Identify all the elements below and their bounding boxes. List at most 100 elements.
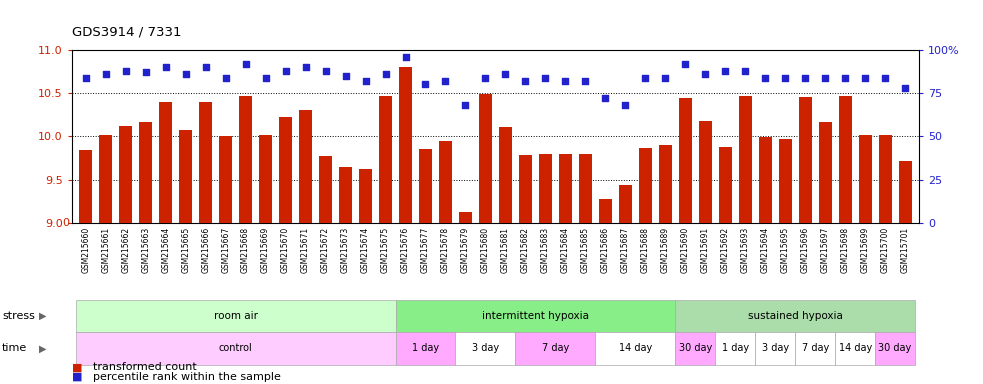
Text: GSM215668: GSM215668 [241,227,250,273]
Bar [836,332,875,365]
Point [238,61,254,67]
Bar [219,136,232,223]
Text: GSM215678: GSM215678 [441,227,450,273]
Point [278,68,294,74]
Point [817,74,833,81]
Bar [579,154,592,223]
Text: GSM215675: GSM215675 [381,227,390,273]
Text: GDS3914 / 7331: GDS3914 / 7331 [72,25,181,38]
Bar [838,96,851,223]
Bar [679,98,692,223]
Bar [755,332,795,365]
Bar [875,332,915,365]
Text: 3 day: 3 day [762,343,788,354]
Bar [119,126,132,223]
Text: ■: ■ [72,362,83,372]
Text: GSM215699: GSM215699 [861,227,870,273]
Point [458,102,474,108]
Bar [455,332,515,365]
Text: 1 day: 1 day [412,343,439,354]
Text: GSM215697: GSM215697 [821,227,830,273]
Text: GSM215679: GSM215679 [461,227,470,273]
Point [258,74,273,81]
Bar [519,156,532,223]
Text: GSM215682: GSM215682 [521,227,530,273]
Text: transformed count: transformed count [93,362,198,372]
Point [718,68,733,74]
Point [877,74,893,81]
Text: GSM215684: GSM215684 [561,227,570,273]
Text: GSM215669: GSM215669 [261,227,270,273]
Point [557,78,573,84]
Text: intermittent hypoxia: intermittent hypoxia [482,311,589,321]
Text: 30 day: 30 day [678,343,712,354]
Point [78,74,93,81]
Text: GSM215686: GSM215686 [601,227,609,273]
Text: GSM215670: GSM215670 [281,227,290,273]
Text: ▶: ▶ [39,343,47,354]
Point [198,64,213,70]
Text: percentile rank within the sample: percentile rank within the sample [93,372,281,382]
Text: 7 day: 7 day [801,343,829,354]
Point [517,78,533,84]
Bar [319,156,332,223]
Point [658,74,673,81]
Text: GSM215685: GSM215685 [581,227,590,273]
Bar [99,136,112,223]
Text: ▶: ▶ [39,311,47,321]
Text: GSM215676: GSM215676 [401,227,410,273]
Point [637,74,653,81]
Point [98,71,114,77]
Bar [499,127,512,223]
Text: 14 day: 14 day [838,343,872,354]
Point [138,70,153,76]
Bar [140,122,152,223]
Text: stress: stress [2,311,34,321]
Bar [795,332,836,365]
Text: GSM215662: GSM215662 [121,227,130,273]
Bar [260,136,272,223]
Text: GSM215681: GSM215681 [501,227,510,273]
Text: GSM215674: GSM215674 [361,227,370,273]
Bar [80,150,92,223]
Text: 1 day: 1 day [722,343,749,354]
Point [398,54,414,60]
Text: GSM215660: GSM215660 [82,227,90,273]
Text: GSM215667: GSM215667 [221,227,230,273]
Bar [379,96,392,223]
Bar [699,121,712,223]
Bar [200,102,212,223]
Point [437,78,453,84]
Text: GSM215694: GSM215694 [761,227,770,273]
Point [538,74,553,81]
Bar [898,161,911,223]
Bar [675,332,716,365]
Text: GSM215673: GSM215673 [341,227,350,273]
Text: GSM215671: GSM215671 [301,227,310,273]
Bar [716,332,755,365]
Point [178,71,194,77]
Text: time: time [2,343,28,354]
Bar [779,139,791,223]
Bar [599,199,611,223]
Text: GSM215665: GSM215665 [181,227,190,273]
Text: GSM215663: GSM215663 [142,227,150,273]
Bar [395,300,675,332]
Bar [76,332,395,365]
Point [418,81,434,88]
Text: GSM215683: GSM215683 [541,227,549,273]
Bar [159,102,172,223]
Bar [459,212,472,223]
Text: control: control [219,343,253,354]
Text: 3 day: 3 day [472,343,499,354]
Text: GSM215693: GSM215693 [741,227,750,273]
Text: 7 day: 7 day [542,343,569,354]
Point [358,78,374,84]
Point [158,64,174,70]
Bar [239,96,252,223]
Point [497,71,513,77]
Bar [399,67,412,223]
Text: GSM215689: GSM215689 [661,227,669,273]
Text: GSM215661: GSM215661 [101,227,110,273]
Text: GSM215664: GSM215664 [161,227,170,273]
